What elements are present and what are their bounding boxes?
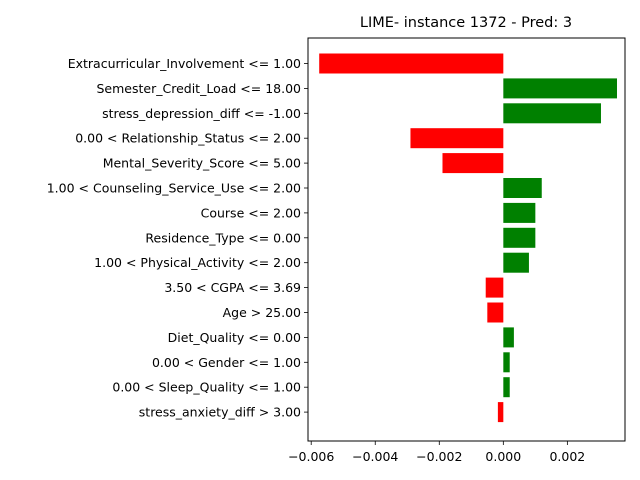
y-tick-label: Age > 25.00	[223, 305, 301, 320]
bar	[503, 103, 601, 124]
x-tick-label: −0.004	[352, 449, 398, 464]
bar	[503, 78, 617, 99]
y-tick-label: 0.00 < Gender <= 1.00	[152, 355, 301, 370]
y-tick-label: 0.00 < Relationship_Status <= 2.00	[75, 131, 301, 146]
bar	[503, 252, 529, 273]
bar	[319, 53, 504, 74]
bars-layer	[319, 53, 617, 423]
bar	[497, 402, 504, 423]
bar	[503, 227, 536, 248]
bar	[503, 327, 514, 348]
bar	[503, 202, 536, 223]
bar	[487, 302, 504, 323]
y-tick-label: Semester_Credit_Load <= 18.00	[97, 81, 302, 96]
bar	[503, 352, 510, 373]
y-tick-label: 3.50 < CGPA <= 3.69	[164, 280, 301, 295]
x-tick-label: 0.000	[485, 449, 521, 464]
x-tick-label: 0.002	[549, 449, 585, 464]
plot-frame	[307, 37, 626, 442]
y-tick-label: 1.00 < Counseling_Service_Use <= 2.00	[47, 181, 301, 196]
bar	[410, 128, 504, 149]
bar	[485, 277, 504, 298]
y-tick-label: 0.00 < Sleep_Quality <= 1.00	[112, 380, 301, 395]
x-tick-label: −0.002	[416, 449, 462, 464]
y-tick-label: stress_depression_diff <= -1.00	[102, 106, 301, 121]
x-tick-labels: −0.006 −0.004 −0.002 0.000 0.002	[288, 441, 585, 464]
bar	[503, 178, 542, 198]
y-tick-label: Course <= 2.00	[201, 205, 301, 220]
y-tick-label: Mental_Severity_Score <= 5.00	[103, 156, 301, 171]
chart-title: LIME- instance 1372 - Pred: 3	[360, 15, 572, 31]
y-tick-label: stress_anxiety_diff > 3.00	[139, 405, 301, 420]
y-tick-label: Diet_Quality <= 0.00	[168, 330, 301, 345]
y-tick-label: Extracurricular_Involvement <= 1.00	[68, 56, 301, 71]
y-tick-labels: Extracurricular_Involvement <= 1.00 Semes…	[47, 56, 308, 420]
y-tick-label: Residence_Type <= 0.00	[145, 230, 301, 245]
y-tick-label: 1.00 < Physical_Activity <= 2.00	[94, 255, 301, 270]
bar	[442, 153, 504, 174]
x-tick-label: −0.006	[288, 449, 334, 464]
bar	[503, 377, 510, 398]
